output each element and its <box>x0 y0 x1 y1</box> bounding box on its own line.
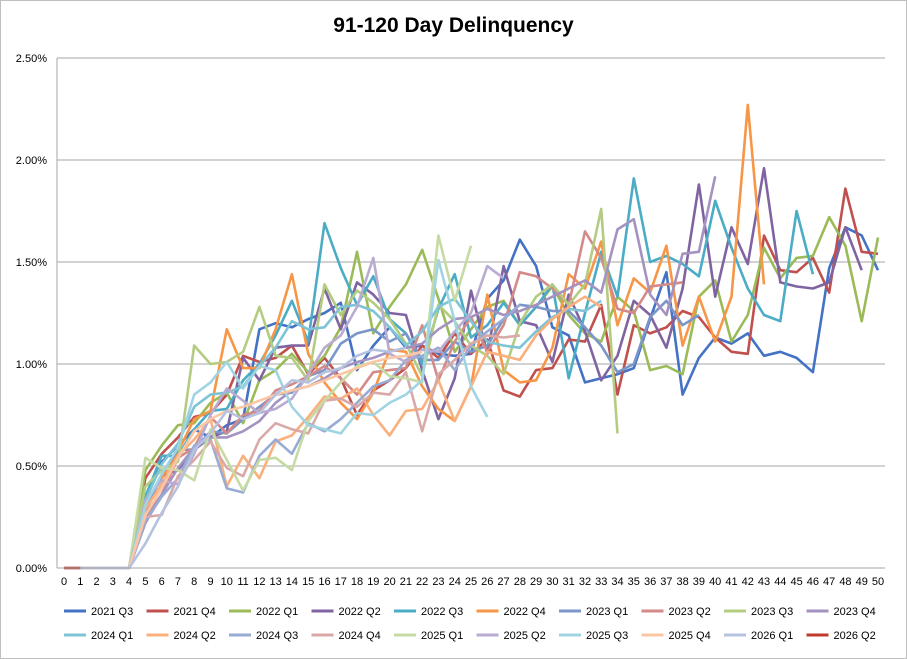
x-tick-label: 9 <box>207 576 213 588</box>
x-tick-label: 36 <box>644 576 656 588</box>
series-line <box>64 350 423 570</box>
x-tick-label: 31 <box>563 576 575 588</box>
x-tick-label: 22 <box>416 576 428 588</box>
x-tick-label: 34 <box>611 576 623 588</box>
x-tick-label: 30 <box>546 576 558 588</box>
x-tick-label: 37 <box>660 576 672 588</box>
y-tick-label: 1.50% <box>16 257 47 269</box>
legend-label: 2026 Q1 <box>751 630 793 642</box>
x-tick-label: 25 <box>465 576 477 588</box>
legend-label: 2022 Q3 <box>421 606 463 618</box>
x-tick-label: 26 <box>481 576 493 588</box>
legend-label: 2025 Q1 <box>421 630 463 642</box>
y-axis-tick-labels: 0.00% 0.50% 1.00% 1.50% 2.00% 2.50% <box>16 53 47 575</box>
x-tick-label: 12 <box>253 576 265 588</box>
x-tick-label: 32 <box>579 576 591 588</box>
x-tick-label: 2 <box>93 576 99 588</box>
legend-label: 2022 Q2 <box>339 606 381 618</box>
x-tick-label: 47 <box>823 576 835 588</box>
legend-label: 2025 Q4 <box>669 630 711 642</box>
x-tick-label: 40 <box>709 576 721 588</box>
x-tick-label: 7 <box>175 576 181 588</box>
series-lines <box>64 103 880 570</box>
series-line <box>64 215 880 570</box>
x-tick-label: 20 <box>383 576 395 588</box>
series-line <box>64 166 863 570</box>
x-tick-label: 33 <box>595 576 607 588</box>
legend-label: 2022 Q1 <box>256 606 298 618</box>
x-tick-label: 11 <box>237 576 248 588</box>
x-tick-label: 35 <box>628 576 640 588</box>
legend-label: 2023 Q1 <box>586 606 628 618</box>
x-tick-label: 3 <box>110 576 116 588</box>
legend-label: 2021 Q4 <box>174 606 216 618</box>
legend-label: 2021 Q3 <box>91 606 133 618</box>
x-tick-label: 28 <box>514 576 526 588</box>
x-tick-label: 17 <box>335 576 347 588</box>
legend-label: 2025 Q3 <box>586 630 628 642</box>
series-line <box>64 187 879 570</box>
x-tick-label: 16 <box>318 576 330 588</box>
x-tick-label: 45 <box>790 576 802 588</box>
series-line <box>64 234 473 570</box>
series-line <box>64 299 700 570</box>
series-line <box>64 230 683 570</box>
legend-label: 2024 Q4 <box>339 630 381 642</box>
x-tick-label: 8 <box>191 576 197 588</box>
legend-label: 2023 Q2 <box>669 606 711 618</box>
x-tick-label: 44 <box>774 576 786 588</box>
y-tick-label: 2.00% <box>16 155 47 167</box>
x-tick-label: 38 <box>677 576 689 588</box>
chart-title: 91-120 Day Delinquency <box>333 14 574 37</box>
x-tick-label: 21 <box>400 576 412 588</box>
x-tick-label: 19 <box>367 576 379 588</box>
legend-label: 2026 Q2 <box>834 630 876 642</box>
series-line <box>64 297 602 570</box>
x-tick-label: 15 <box>302 576 314 588</box>
x-tick-label: 6 <box>159 576 165 588</box>
x-tick-label: 27 <box>497 576 509 588</box>
x-tick-label: 23 <box>432 576 444 588</box>
legend-label: 2025 Q2 <box>504 630 546 642</box>
x-tick-label: 1 <box>77 576 83 588</box>
legend: 2021 Q3 2021 Q4 2022 Q1 2022 Q2 2022 Q3 2022 … <box>64 606 876 642</box>
x-tick-label: 24 <box>449 576 461 588</box>
x-tick-label: 49 <box>856 576 868 588</box>
x-tick-label: 48 <box>839 576 851 588</box>
y-tick-label: 2.50% <box>16 53 47 65</box>
x-tick-label: 43 <box>758 576 770 588</box>
y-tick-label: 1.00% <box>16 359 47 371</box>
y-tick-label: 0.50% <box>16 461 47 473</box>
x-tick-label: 39 <box>693 576 705 588</box>
x-tick-label: 14 <box>286 576 298 588</box>
x-tick-label: 42 <box>742 576 754 588</box>
axes <box>56 58 885 569</box>
series-line <box>64 258 489 570</box>
x-tick-label: 13 <box>270 576 282 588</box>
x-tick-label: 29 <box>530 576 542 588</box>
x-tick-label: 41 <box>725 576 737 588</box>
x-tick-label: 0 <box>61 576 67 588</box>
legend-label: 2022 Q4 <box>504 606 546 618</box>
x-tick-label: 4 <box>126 576 132 588</box>
y-tick-label: 0.00% <box>16 563 47 575</box>
x-tick-label: 5 <box>142 576 148 588</box>
series-line <box>64 295 602 570</box>
legend-label: 2024 Q2 <box>174 630 216 642</box>
legend-label: 2023 Q4 <box>834 606 876 618</box>
x-tick-label: 10 <box>221 576 233 588</box>
x-tick-label: 46 <box>807 576 819 588</box>
x-axis-tick-labels: 0 1 2 3 4 5 6 7 8 9 10 11 12 13 14 15 16 17 18 19 20 21 22 23 24… <box>61 576 884 588</box>
legend-label: 2024 Q3 <box>256 630 298 642</box>
series-line <box>64 346 407 570</box>
legend-label: 2023 Q3 <box>751 606 793 618</box>
x-tick-label: 50 <box>872 576 884 588</box>
x-tick-label: 18 <box>351 576 363 588</box>
legend-label: 2024 Q1 <box>91 630 133 642</box>
